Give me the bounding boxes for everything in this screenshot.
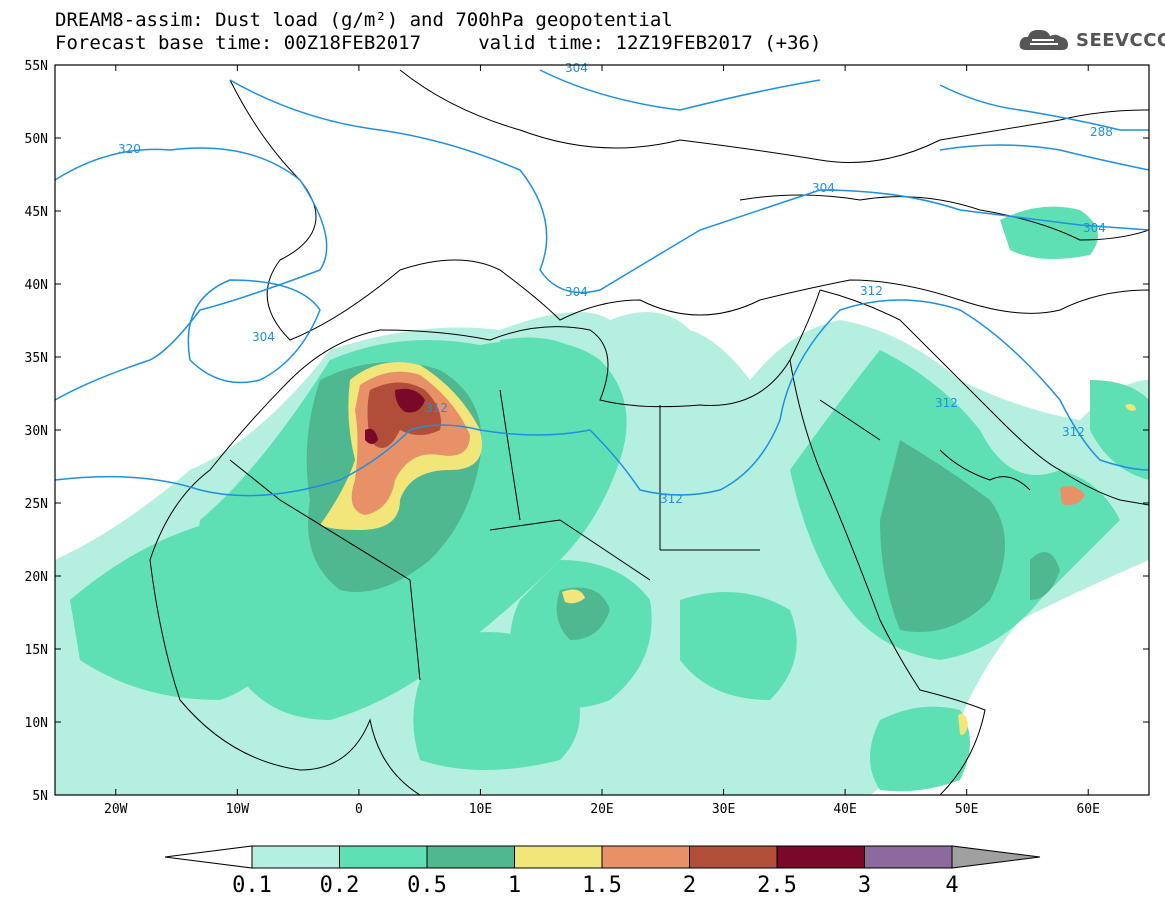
contour-label: 304 — [812, 181, 835, 195]
lon-tick-label: 10E — [469, 802, 492, 817]
contour-label: 304 — [565, 61, 588, 75]
contour-label: 312 — [860, 284, 883, 298]
contour-label: 320 — [118, 142, 141, 156]
lat-tick-label: 45N — [25, 205, 48, 220]
lat-tick-label: 35N — [25, 351, 48, 366]
lon-tick-label: 10W — [226, 802, 250, 817]
lat-tick-label: 50N — [25, 132, 48, 147]
colorbar-swatch — [689, 845, 778, 869]
lat-tick-label: 30N — [25, 424, 48, 439]
contour-label: 304 — [565, 285, 588, 299]
colorbar-level-label: 4 — [945, 873, 958, 898]
lat-tick-label: 10N — [25, 716, 48, 731]
colorbar-arrow-low — [164, 845, 253, 869]
contour-label: 304 — [252, 330, 275, 344]
lat-tick-label: 55N — [25, 59, 48, 74]
contour-label: 312 — [425, 401, 448, 415]
colorbar-swatch — [601, 845, 690, 869]
colorbar-level-label: 1 — [508, 873, 521, 898]
contour-label: 304 — [1083, 221, 1106, 235]
seevccc-logo: SEEVCCC — [1018, 26, 1165, 54]
colorbar-swatch — [776, 845, 865, 869]
coastlines — [149, 69, 1149, 795]
colorbar-level-label: 1.5 — [582, 873, 622, 898]
colorbar: 0.1 0.2 0.5 1 1.5 2 2.5 3 4 — [164, 845, 1041, 898]
colorbar-arrow-high — [951, 845, 1041, 869]
colorbar-level-label: 0.5 — [407, 873, 447, 898]
colorbar-level-label: 0.2 — [320, 873, 360, 898]
contour-label: 288 — [1090, 125, 1113, 139]
lat-tick-label: 15N — [25, 643, 48, 658]
latitude-axis: 55N 50N 45N 40N 35N 30N 25N 20N 15N 10N 5N — [25, 59, 1149, 804]
colorbar-swatch — [514, 845, 603, 869]
contour-label: 312 — [660, 492, 683, 506]
lat-tick-label: 25N — [25, 497, 48, 512]
lon-tick-label: 50E — [955, 802, 978, 817]
dust-shading — [55, 65, 1149, 795]
lat-tick-label: 40N — [25, 278, 48, 293]
colorbar-level-label: 2 — [683, 873, 696, 898]
colorbar-swatch — [251, 845, 340, 869]
lon-tick-label: 60E — [1076, 802, 1099, 817]
colorbar-level-label: 2.5 — [757, 873, 797, 898]
colorbar-level-label: 3 — [858, 873, 871, 898]
lon-tick-label: 20E — [590, 802, 613, 817]
contour-labels: 320 304 304 304 312 312 312 312 304 304 … — [118, 61, 1113, 506]
colorbar-swatch — [339, 845, 428, 869]
map-title: DREAM8-assim: Dust load (g/m²) and 700hP… — [55, 9, 673, 31]
contour-label: 312 — [1062, 425, 1085, 439]
contour-label: 312 — [935, 396, 958, 410]
lon-tick-label: 30E — [712, 802, 735, 817]
cloud-icon — [1019, 29, 1068, 50]
lon-tick-label: 40E — [833, 802, 856, 817]
lat-tick-label: 20N — [25, 570, 48, 585]
lon-tick-label: 0 — [355, 802, 363, 817]
longitude-axis: 20W 10W 0 10E 20E 30E 40E 50E 60E — [104, 65, 1100, 817]
colorbar-level-label: 0.1 — [232, 873, 272, 898]
lon-tick-label: 20W — [104, 802, 128, 817]
geopotential-contours — [55, 69, 1149, 497]
colorbar-swatch — [426, 845, 515, 869]
colorbar-swatch — [864, 845, 953, 869]
forecast-time-line: Forecast base time: 00Z18FEB2017 valid t… — [55, 32, 822, 54]
lat-tick-label: 5N — [32, 789, 48, 804]
logo-text: SEEVCCC — [1076, 29, 1165, 51]
